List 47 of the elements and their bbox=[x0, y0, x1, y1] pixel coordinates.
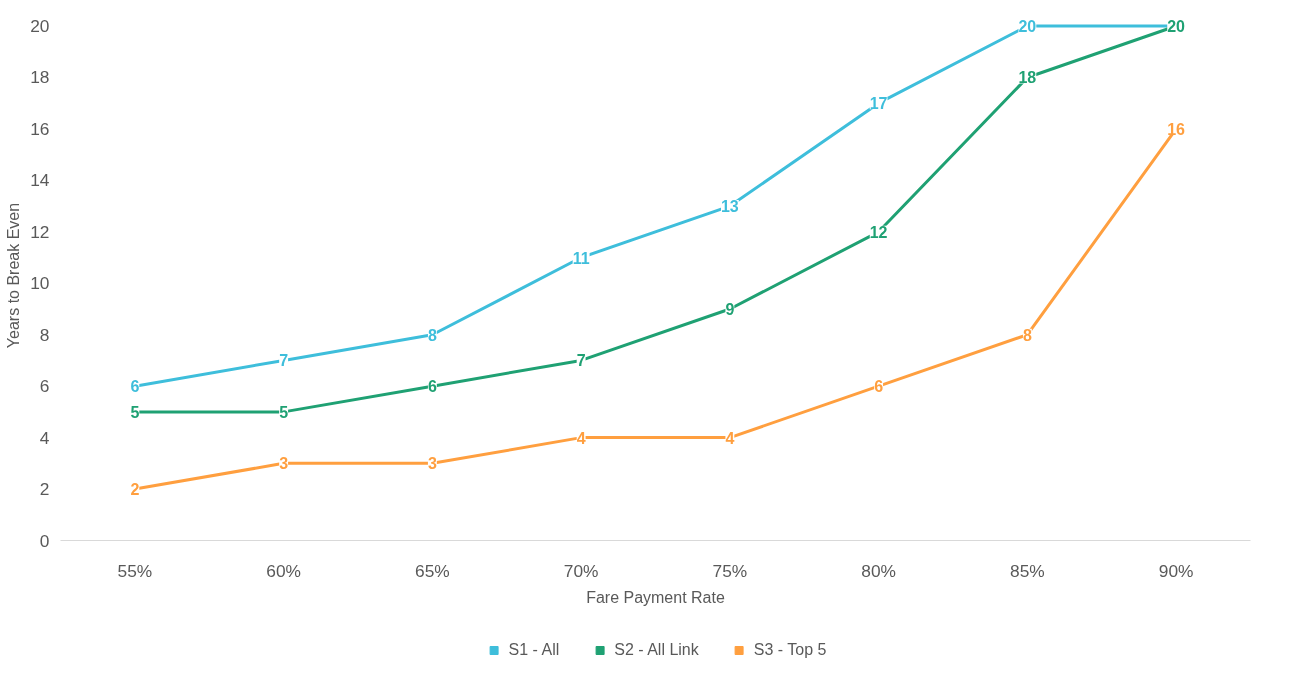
y-tick-label: 16 bbox=[30, 118, 50, 139]
y-tick-label: 12 bbox=[30, 221, 50, 242]
data-label: 17 bbox=[869, 95, 888, 113]
data-label: 13 bbox=[720, 198, 739, 216]
x-tick-label: 90% bbox=[1158, 560, 1194, 581]
y-tick-label: 20 bbox=[30, 16, 50, 37]
data-label: 4 bbox=[576, 429, 586, 447]
data-label: 8 bbox=[427, 326, 437, 344]
y-tick-label: 6 bbox=[39, 376, 50, 397]
data-label: 20 bbox=[1018, 18, 1037, 36]
x-tick-label: 80% bbox=[861, 560, 896, 581]
data-label: 16 bbox=[1167, 120, 1186, 138]
data-label: 3 bbox=[427, 455, 437, 473]
data-label: 12 bbox=[869, 223, 888, 241]
x-tick-label: 85% bbox=[1010, 560, 1045, 581]
data-label: 8 bbox=[1022, 326, 1032, 344]
legend-label: S1 - All bbox=[508, 641, 560, 659]
data-label: 20 bbox=[1167, 18, 1186, 36]
data-label: 6 bbox=[874, 378, 884, 396]
data-label: 18 bbox=[1018, 69, 1037, 87]
legend-label: S2 - All Link bbox=[614, 641, 699, 659]
data-label: 5 bbox=[279, 403, 289, 421]
y-tick-label: 10 bbox=[30, 273, 50, 294]
x-tick-label: 60% bbox=[266, 560, 301, 581]
data-label: 9 bbox=[725, 300, 735, 318]
x-tick-label: 65% bbox=[415, 560, 450, 581]
x-tick-label: 55% bbox=[117, 560, 153, 581]
y-tick-label: 4 bbox=[39, 427, 50, 448]
y-tick-label: 8 bbox=[39, 324, 50, 345]
y-tick-label: 18 bbox=[30, 67, 50, 88]
data-label: 3 bbox=[279, 455, 289, 473]
y-axis-title: Years to Break Even bbox=[5, 202, 23, 349]
legend-label: S3 - Top 5 bbox=[753, 641, 827, 659]
data-label: 2 bbox=[130, 481, 140, 499]
y-tick-label: 2 bbox=[39, 479, 50, 500]
x-axis-title: Fare Payment Rate bbox=[586, 588, 725, 606]
data-label: 11 bbox=[572, 249, 590, 267]
data-label: 4 bbox=[725, 429, 735, 447]
x-tick-label: 75% bbox=[712, 560, 748, 581]
y-tick-label: 14 bbox=[30, 170, 50, 191]
data-label: 6 bbox=[427, 378, 437, 396]
data-label: 7 bbox=[576, 352, 586, 370]
data-label: 7 bbox=[279, 352, 289, 370]
x-tick-label: 70% bbox=[563, 560, 599, 581]
y-tick-label: 0 bbox=[39, 530, 50, 551]
data-label: 5 bbox=[130, 403, 140, 421]
data-label: 6 bbox=[130, 378, 140, 396]
